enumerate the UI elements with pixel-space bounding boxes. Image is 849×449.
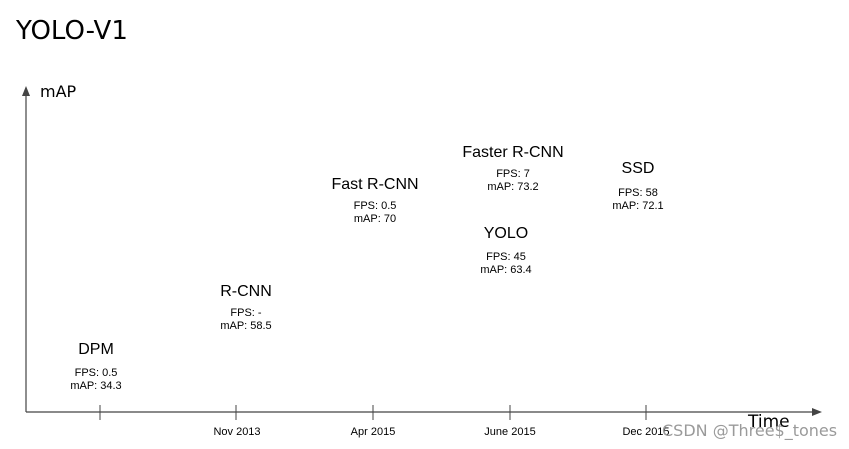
model-map: mAP: 70 (353, 213, 397, 225)
model-map: mAP: 63.4 (480, 264, 532, 276)
y-axis-arrow (22, 86, 30, 96)
model-fps: FPS: 0.5 (74, 367, 118, 379)
watermark: CSDN @Three$_tones (662, 421, 838, 440)
y-axis-label: mAP (40, 82, 77, 101)
model-map: mAP: 72.1 (612, 200, 664, 212)
model-name: SSD (621, 160, 655, 177)
tick-label: Apr 2015 (350, 426, 396, 438)
tick-label: June 2015 (484, 426, 536, 438)
model-name: Faster R-CNN (462, 144, 564, 161)
model-rcnn: R-CNN FPS: - mAP: 58.5 (220, 283, 272, 333)
model-fps: FPS: 45 (486, 251, 526, 263)
model-fps: FPS: - (230, 307, 262, 319)
x-axis-arrow (812, 408, 822, 416)
model-dpm: DPM FPS: 0.5 mAP: 34.3 (70, 341, 121, 393)
model-faster-rcnn: Faster R-CNN FPS: 7 mAP: 73.2 (462, 144, 563, 194)
model-name: R-CNN (220, 283, 272, 300)
model-fps: FPS: 7 (496, 168, 530, 180)
model-name: YOLO (483, 225, 529, 242)
model-map: mAP: 58.5 (220, 320, 272, 332)
model-name: DPM (78, 341, 114, 358)
model-name: Fast R-CNN (331, 176, 419, 193)
model-fps: FPS: 0.5 (353, 200, 397, 212)
tick-label: Dec 2015 (622, 426, 670, 438)
model-fps: FPS: 58 (618, 187, 658, 199)
model-fast-rcnn: Fast R-CNN FPS: 0.5 mAP: 70 (331, 176, 418, 226)
tick-label: Nov 2013 (213, 426, 261, 438)
x-axis-label: Time (748, 412, 790, 432)
model-ssd: SSD FPS: 58 mAP: 72.1 (612, 160, 663, 213)
page-title: YOLO-V1 (16, 16, 128, 46)
model-map: mAP: 73.2 (487, 181, 539, 193)
model-yolo: YOLO FPS: 45 mAP: 63.4 (480, 225, 531, 277)
model-map: mAP: 34.3 (70, 380, 122, 392)
